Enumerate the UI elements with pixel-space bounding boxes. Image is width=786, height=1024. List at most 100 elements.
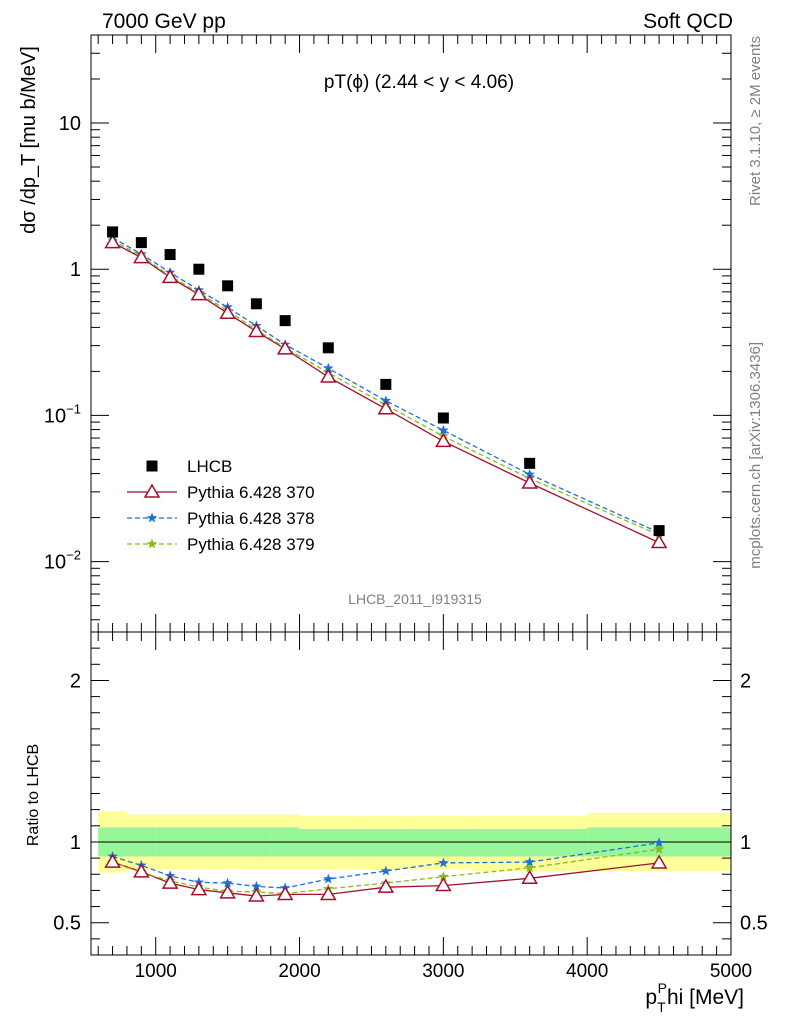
main-marks <box>104 226 668 549</box>
main-point-s0 <box>164 249 176 261</box>
ratio-y-tick-label-left: 1 <box>70 832 81 854</box>
main-panel: 10−2 10−1 1 10 pT(ϕ) (2.44 < y < 4.06) dσ /… <box>18 34 732 633</box>
main-series-line-3 <box>112 239 660 536</box>
ratio-point-s0 <box>276 885 294 901</box>
main-y-tick-label: 1 <box>70 259 81 281</box>
ratio-point-s1 <box>438 857 449 868</box>
main-point-s0 <box>653 525 665 537</box>
ratio-point-s2 <box>524 862 535 873</box>
main-y-tick-label: 10−1 <box>44 401 81 427</box>
main-point-s0 <box>107 226 119 238</box>
main-point-s2 <box>323 362 334 373</box>
ratio-point-s0 <box>133 863 150 878</box>
ratio-y-tick-label-right: 0.5 <box>740 913 768 935</box>
header-left: 7000 GeV pp <box>102 10 226 33</box>
x-axis-label: pTPhi [MeV] <box>645 980 744 1015</box>
legend-marker <box>143 483 161 498</box>
main-point-s0 <box>222 280 234 292</box>
header-right: Soft QCD <box>643 10 733 33</box>
ratio-point-s0 <box>435 877 452 892</box>
ratio-band-inner-segment <box>357 829 415 857</box>
main-point-s1 <box>319 368 337 383</box>
ratio-point-s2 <box>438 871 449 882</box>
main-y-label: dσ /dp_T [mu b/MeV] <box>18 46 40 234</box>
main-y-tick-label: 10 <box>59 113 81 135</box>
main-point-s0 <box>193 263 205 275</box>
main-point-s0 <box>380 378 392 390</box>
main-point-s1 <box>276 340 294 355</box>
main-point-s0 <box>279 315 291 327</box>
main-point-s0 <box>524 457 536 469</box>
legend: LHCB Pythia 6.428 370 Pythia 6.428 378 Pyth… <box>127 457 315 554</box>
ratio-marks <box>91 811 731 902</box>
main-series-line-1 <box>112 242 660 544</box>
legend-label: Pythia 6.428 379 <box>187 535 315 554</box>
ratio-y-tick-label-left: 0.5 <box>53 913 81 935</box>
x-tick-label: 1000 <box>135 961 177 982</box>
main-point-s1 <box>161 268 179 284</box>
x-tick-label: 5000 <box>710 961 752 982</box>
legend-marker <box>146 460 158 472</box>
ratio-point-s0 <box>248 887 265 902</box>
main-point-s0 <box>437 412 449 424</box>
ratio-point-s0 <box>377 878 395 893</box>
main-title: pT(ϕ) (2.44 < y < 4.06) <box>324 72 514 93</box>
main-series-line-2 <box>112 237 660 534</box>
ratio-point-s0 <box>104 853 121 868</box>
ratio-point-s0 <box>521 869 538 885</box>
ratio-series-line-1 <box>112 842 660 889</box>
x-tick-label: 3000 <box>422 961 464 982</box>
ratio-point-s0 <box>319 885 337 901</box>
main-point-s1 <box>650 534 668 549</box>
main-point-s1 <box>219 304 236 319</box>
legend-marker <box>146 538 158 549</box>
x-tick-label: 2000 <box>278 961 320 982</box>
main-point-s1 <box>104 234 121 249</box>
x-tick-label: 4000 <box>566 961 608 982</box>
main-axes: 10−2 10−1 1 10 <box>44 34 732 632</box>
main-point-s1 <box>248 323 265 338</box>
main-point-s2 <box>380 395 392 406</box>
ratio-panel: 1000 2000 3000 4000 5000 0.5 0.5 1 1 2 2 Ratio to … <box>25 631 768 1015</box>
main-point-s1 <box>435 432 452 448</box>
ratio-y-tick-label-right: 2 <box>740 670 751 692</box>
ratio-point-s1 <box>653 837 665 848</box>
ratio-frame <box>90 631 732 956</box>
main-point-s2 <box>524 468 535 479</box>
ratio-band-inner-segment <box>414 829 473 857</box>
ratio-y-tick-label-right: 1 <box>740 832 751 854</box>
ratio-series-line-2 <box>112 848 660 895</box>
main-point-s0 <box>250 298 262 310</box>
main-point-s1 <box>133 249 150 264</box>
rivet-label: Rivet 3.1.10, ≥ 2M events <box>747 36 764 206</box>
ratio-point-s1 <box>323 873 334 884</box>
ratio-band-inner-segment <box>299 829 358 857</box>
ratio-y-tick-label-left: 2 <box>70 670 81 692</box>
ratio-band-inner-segment <box>472 829 588 857</box>
ratio-series-line-0 <box>112 861 660 897</box>
ratio-point-s1 <box>524 856 535 867</box>
legend-label: Pythia 6.428 370 <box>187 483 315 502</box>
main-point-s0 <box>135 237 147 249</box>
main-point-s0 <box>322 342 334 354</box>
mcplots-label: mcplots.cern.ch [arXiv:1306.3436] <box>747 342 764 569</box>
main-point-s2 <box>438 424 449 435</box>
legend-label: Pythia 6.428 378 <box>187 509 315 528</box>
watermark: LHCB_2011_I919315 <box>348 591 482 607</box>
ratio-axes: 1000 2000 3000 4000 5000 0.5 0.5 1 1 2 2 <box>53 631 768 982</box>
ratio-point-s0 <box>190 881 208 896</box>
main-y-tick-label: 10−2 <box>44 548 81 574</box>
ratio-point-s0 <box>219 884 236 899</box>
legend-label: LHCB <box>187 457 232 476</box>
ratio-point-s2 <box>653 843 665 854</box>
ratio-point-s0 <box>161 874 179 889</box>
legend-marker <box>146 512 158 523</box>
ratio-point-s0 <box>650 854 668 869</box>
main-point-s1 <box>190 286 208 301</box>
main-point-s1 <box>377 400 395 415</box>
ratio-point-s1 <box>251 880 262 891</box>
main-point-s1 <box>521 474 538 489</box>
ratio-point-s1 <box>222 877 233 888</box>
ratio-point-s1 <box>380 865 392 876</box>
